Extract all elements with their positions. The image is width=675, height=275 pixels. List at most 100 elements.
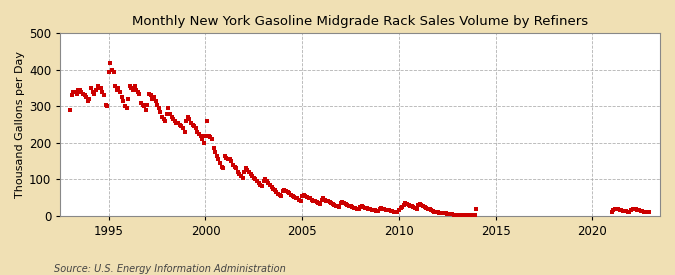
Point [102,104,113,109]
Point [226,159,237,163]
Point [384,208,395,213]
Point [364,207,375,211]
Point [377,207,388,211]
Point [286,192,296,197]
Point [387,209,398,213]
Point [148,95,159,100]
Point [452,212,462,217]
Point [295,199,306,203]
Point [356,204,367,208]
Point [87,90,98,94]
Point [624,209,634,214]
Point [145,93,156,98]
Point [442,211,453,216]
Point [153,106,164,111]
Point [179,130,190,134]
Point [303,196,314,200]
Point [65,108,76,112]
Point [111,88,122,92]
Point [453,213,464,217]
Point [247,174,258,178]
Point [245,172,256,176]
Point [374,207,385,211]
Point [121,106,132,111]
Point [437,211,448,215]
Point [161,111,172,116]
Point [369,208,380,213]
Point [410,206,421,210]
Point [321,199,332,203]
Point [439,211,450,216]
Point [355,205,366,209]
Point [128,88,138,92]
Point [352,207,362,211]
Point [169,119,180,123]
Point [70,90,80,94]
Title: Monthly New York Gasoline Midgrade Rack Sales Volume by Refiners: Monthly New York Gasoline Midgrade Rack … [132,15,589,28]
Point [366,208,377,212]
Point [215,161,225,165]
Point [440,211,451,216]
Point [115,90,126,94]
Point [284,191,295,196]
Point [78,91,88,96]
Point [408,205,418,209]
Point [216,164,227,169]
Point [639,209,649,214]
Point [455,213,466,217]
Point [211,153,222,158]
Point [94,86,105,90]
Point [129,84,140,89]
Point [431,210,441,214]
Point [202,119,213,123]
Point [271,190,282,194]
Point [331,204,342,208]
Point [614,208,625,212]
Point [398,203,409,207]
Point [277,189,288,193]
Point [190,126,201,131]
Point [360,205,371,210]
Point [385,209,396,213]
Point [371,209,382,213]
Point [411,207,422,211]
Point [134,91,145,96]
Point [139,104,150,109]
Point [144,91,155,96]
Point [392,210,403,214]
Point [348,205,359,210]
Point [306,197,317,202]
Point [448,212,459,217]
Point [292,196,303,201]
Point [240,166,251,171]
Point [242,168,253,172]
Point [68,90,79,94]
Point [92,84,103,89]
Point [381,208,392,212]
Point [466,213,477,218]
Point [142,102,153,107]
Point [423,207,433,211]
Point [460,213,470,218]
Point [224,157,235,161]
Point [414,202,425,206]
Point [400,201,411,205]
Point [110,84,121,89]
Point [223,157,234,161]
Point [244,170,254,174]
Point [255,183,266,187]
Point [318,196,329,201]
Point [289,195,300,199]
Point [311,200,322,204]
Point [339,201,350,205]
Point [258,179,269,183]
Point [265,183,275,187]
Point [171,121,182,125]
Point [182,115,193,120]
Point [637,209,648,213]
Point [618,209,628,213]
Point [445,212,456,216]
Point [382,208,393,212]
Point [327,202,338,206]
Point [435,211,446,215]
